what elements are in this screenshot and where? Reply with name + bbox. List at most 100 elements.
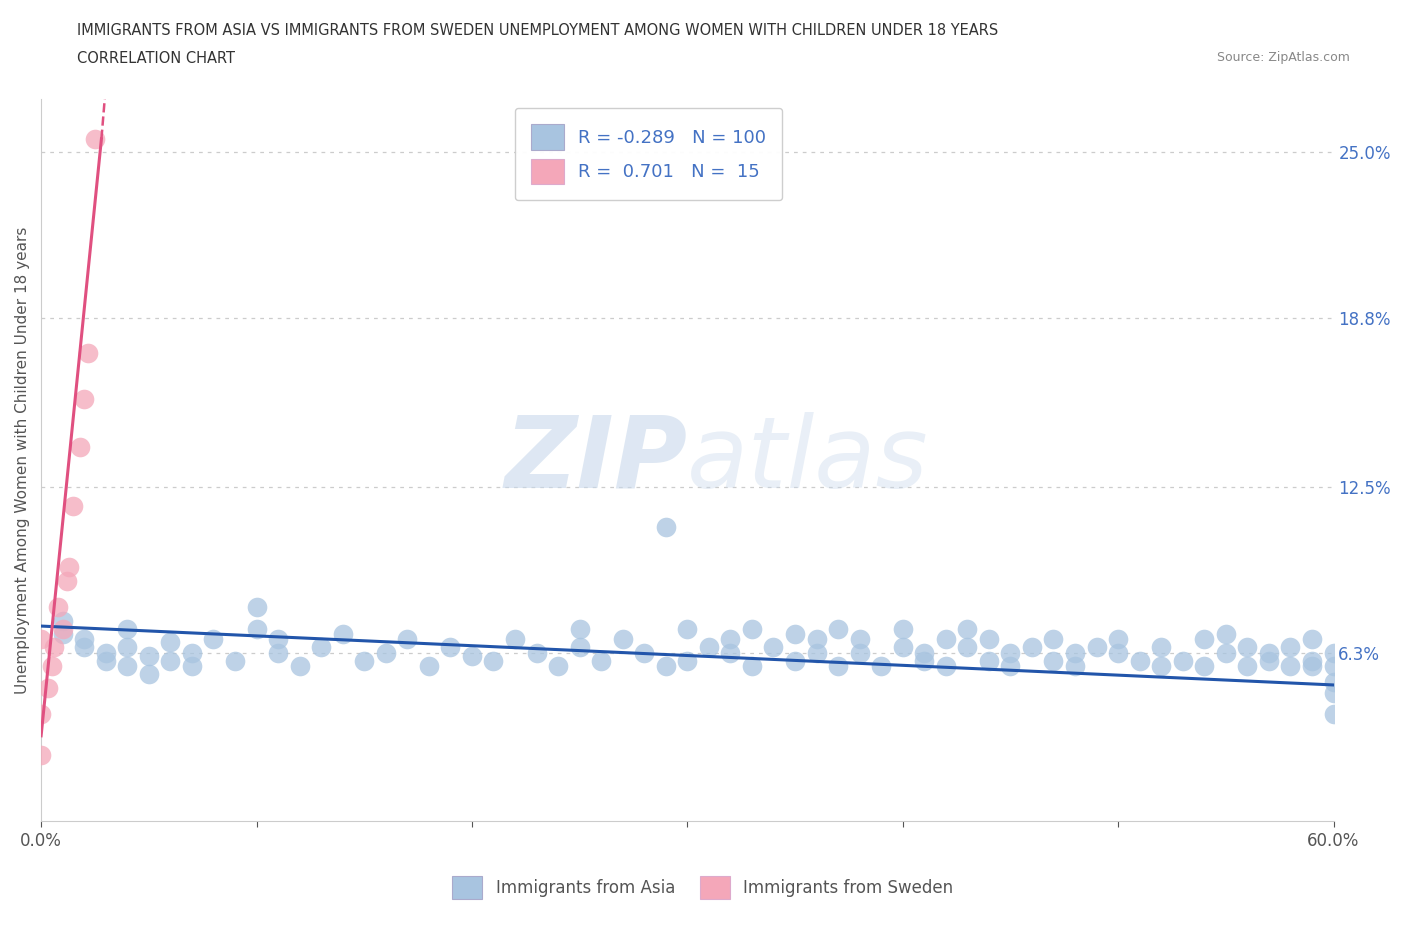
Point [52,621,75,636]
Point [935,658,957,673]
Point [612,632,634,647]
Point [439,640,461,655]
Point [676,654,699,669]
Point [676,621,699,636]
Text: CORRELATION CHART: CORRELATION CHART [77,51,235,66]
Point [117,621,139,636]
Point [69,439,91,454]
Point [1322,675,1344,690]
Point [30,707,52,722]
Point [633,645,655,660]
Point [1236,658,1258,673]
Text: ZIP: ZIP [505,412,688,509]
Point [1064,645,1087,660]
Point [52,613,75,628]
Point [77,346,100,361]
Point [1107,645,1129,660]
Point [37,680,59,695]
Point [912,654,935,669]
Point [332,627,354,642]
Point [503,632,526,647]
Point [84,131,107,146]
Point [1000,645,1022,660]
Point [418,658,440,673]
Point [224,654,246,669]
Point [117,658,139,673]
Point [741,621,763,636]
Point [245,600,267,615]
Point [935,632,957,647]
Point [482,654,505,669]
Point [30,747,52,762]
Point [1150,640,1173,655]
Point [526,645,548,660]
Point [870,658,893,673]
Point [1107,632,1129,647]
Point [547,658,569,673]
Legend: R = -0.289   N = 100, R =  0.701   N =  15: R = -0.289 N = 100, R = 0.701 N = 15 [515,108,782,200]
Point [1257,654,1279,669]
Point [461,648,484,663]
Point [1194,658,1216,673]
Point [46,600,69,615]
Point [956,640,979,655]
Text: Source: ZipAtlas.com: Source: ZipAtlas.com [1216,51,1350,64]
Point [1129,654,1152,669]
Point [41,658,63,673]
Point [396,632,419,647]
Point [94,645,117,660]
Point [56,573,79,588]
Point [848,632,870,647]
Point [73,392,96,406]
Point [180,658,202,673]
Point [1301,632,1323,647]
Point [288,658,311,673]
Point [891,640,914,655]
Point [1257,645,1279,660]
Point [1171,654,1194,669]
Point [353,654,375,669]
Point [309,640,332,655]
Point [1000,658,1022,673]
Point [655,658,678,673]
Point [1279,640,1302,655]
Point [762,640,785,655]
Point [1194,632,1216,647]
Point [1215,627,1237,642]
Point [977,632,1000,647]
Point [1042,654,1064,669]
Point [568,621,591,636]
Point [783,627,806,642]
Point [827,621,849,636]
Point [1215,645,1237,660]
Point [718,632,741,647]
Y-axis label: Unemployment Among Women with Children Under 18 years: Unemployment Among Women with Children U… [15,226,30,694]
Point [159,634,181,649]
Point [58,560,80,575]
Point [591,654,613,669]
Point [1322,658,1344,673]
Point [783,654,806,669]
Point [94,654,117,669]
Point [1301,658,1323,673]
Text: atlas: atlas [688,412,929,509]
Point [30,632,52,647]
Point [1322,685,1344,700]
Point [117,640,139,655]
Point [1085,640,1108,655]
Point [912,645,935,660]
Text: IMMIGRANTS FROM ASIA VS IMMIGRANTS FROM SWEDEN UNEMPLOYMENT AMONG WOMEN WITH CHI: IMMIGRANTS FROM ASIA VS IMMIGRANTS FROM … [77,23,998,38]
Legend: Immigrants from Asia, Immigrants from Sweden: Immigrants from Asia, Immigrants from Sw… [444,868,962,908]
Point [73,632,96,647]
Point [848,645,870,660]
Point [267,645,290,660]
Point [741,658,763,673]
Point [62,498,84,513]
Point [1236,640,1258,655]
Point [1322,707,1344,722]
Point [245,621,267,636]
Point [1064,658,1087,673]
Point [956,621,979,636]
Point [42,640,65,655]
Point [159,654,181,669]
